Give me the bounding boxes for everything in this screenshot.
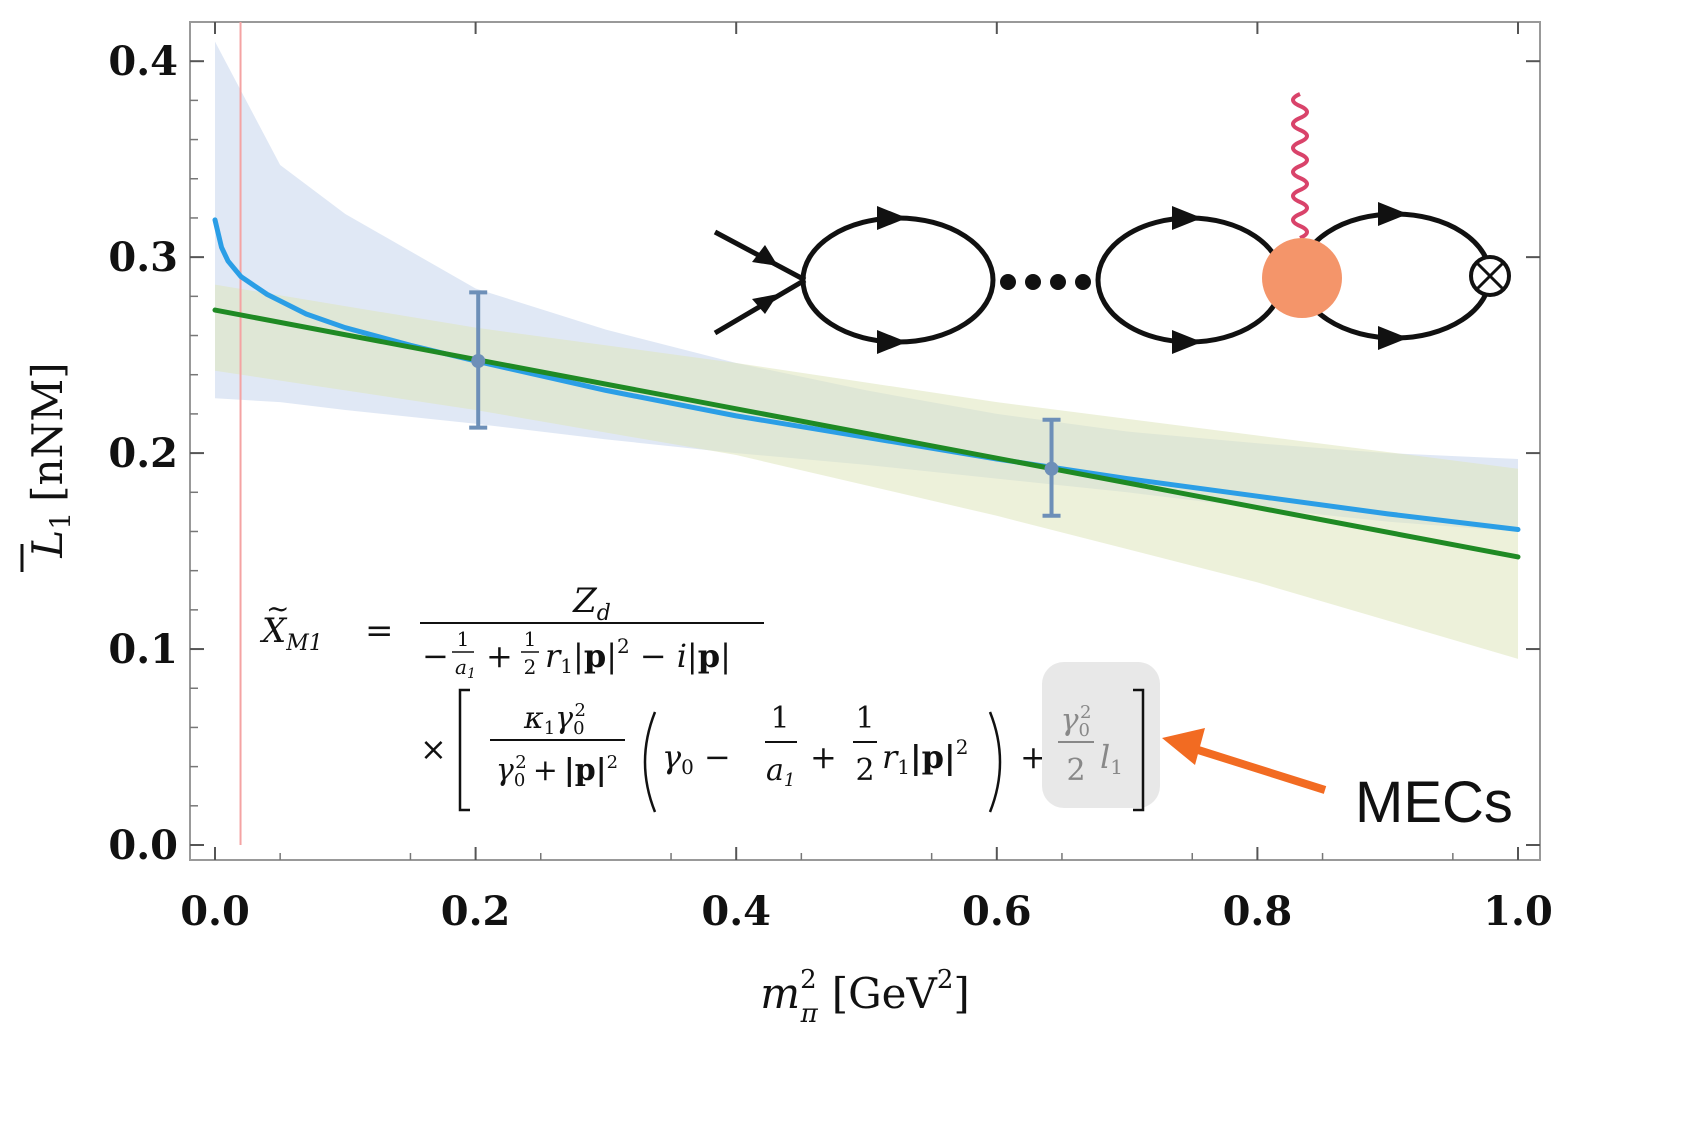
- loop-middle-arrow-top: [1172, 206, 1202, 230]
- formula: XM1 ~ = Zd − 1 a1 + 1 2 r1|p|2− i|p| × κ…: [259, 581, 1160, 813]
- formula-times: ×: [420, 730, 447, 768]
- formula-den-half-den: 2: [524, 655, 537, 679]
- mec-term-l: l1: [1100, 738, 1123, 779]
- formula-paren-one: 1: [770, 701, 789, 736]
- formula-lhs-tilde: ~: [266, 592, 289, 625]
- data-point-0: [471, 353, 486, 368]
- incoming-arrow-bottom: [752, 294, 778, 314]
- series-line-1: [212, 307, 1521, 560]
- formula-den-one: 1: [457, 627, 470, 651]
- chain-dot: [1075, 274, 1091, 290]
- loop-right-arrow-bottom: [1378, 326, 1408, 350]
- x-tick-label: 1.0: [1483, 888, 1553, 935]
- y-tick-label: 0.3: [108, 234, 178, 281]
- x-tick-label: 0.4: [701, 888, 771, 935]
- formula-paren-a: a1: [766, 753, 795, 791]
- formula-paren-half-den: 2: [855, 753, 874, 788]
- formula-paren-plus: +: [810, 738, 837, 776]
- formula-numerator: Zd: [572, 581, 611, 626]
- formula-lhs: XM1: [259, 611, 323, 656]
- x-tick-label: 0.2: [441, 888, 511, 935]
- axis-ticks: [190, 22, 1540, 860]
- formula-den-rest: r1|p|2− i|p|: [545, 634, 731, 678]
- feynman-diagram: [713, 92, 1511, 354]
- formula-equals: =: [365, 611, 394, 651]
- loop-middle-arrow-bottom: [1172, 330, 1202, 354]
- formula-den-plus: +: [486, 637, 513, 675]
- loop-right-arrow-top: [1378, 202, 1408, 226]
- data-points: [469, 290, 1061, 518]
- mec-arrow-head: [1162, 728, 1205, 765]
- photon-line: [1291, 92, 1309, 240]
- formula-open-paren: [643, 711, 657, 813]
- mec-term-den: 2: [1066, 753, 1085, 788]
- current-insertion-cross: [1475, 261, 1505, 291]
- chain-dot: [1000, 274, 1016, 290]
- axis-tick-labels: 0.0 0.2 0.4 0.6 0.8 1.0 0.0 0.1 0.2 0.3 0.4: [108, 38, 1552, 935]
- x-axis-label: m2 π [GeV2]: [760, 965, 970, 1029]
- y-tick-label: 0.0: [108, 822, 178, 869]
- formula-paren-gamma: γ0−: [662, 738, 731, 779]
- mec-term-num: γ02: [1061, 702, 1092, 741]
- formula-close-bracket: [1133, 688, 1145, 812]
- chain-dot: [1050, 274, 1066, 290]
- y-tick-label: 0.4: [108, 38, 178, 85]
- formula-open-bracket: [458, 688, 470, 812]
- y-tick-label: 0.2: [108, 430, 178, 477]
- interaction-vertex: [1262, 238, 1342, 318]
- incoming-arrow-top: [752, 245, 778, 266]
- mec-term-highlight: [1042, 662, 1160, 808]
- loop-left-arrow-top: [877, 206, 907, 230]
- svg-text:L1[nNM]: L1[nNM]: [23, 362, 77, 558]
- mec-arrow: [1193, 745, 1327, 794]
- data-point-1: [1044, 461, 1059, 476]
- y-tick-label: 0.1: [108, 626, 178, 673]
- formula-den-a: a1: [455, 655, 476, 682]
- formula-frac1-den: γ02 + |p|2: [496, 752, 618, 791]
- x-tick-label: 0.8: [1223, 888, 1293, 935]
- formula-den-half-num: 1: [524, 627, 537, 651]
- formula-paren-half-num: 1: [855, 701, 874, 736]
- chain-dot: [1025, 274, 1041, 290]
- formula-close-paren: [988, 711, 1002, 813]
- x-tick-label: 0.0: [180, 888, 250, 935]
- formula-frac1-num: κ1γ02: [523, 700, 586, 739]
- formula-denominator: −: [422, 637, 449, 675]
- formula-paren-r: r1|p|2: [882, 735, 968, 779]
- mec-annotation: MECs: [1355, 770, 1513, 835]
- y-axis-label: L1[nNM]: [20, 362, 77, 572]
- loop-left-arrow-bottom: [877, 330, 907, 354]
- x-tick-label: 0.6: [962, 888, 1032, 935]
